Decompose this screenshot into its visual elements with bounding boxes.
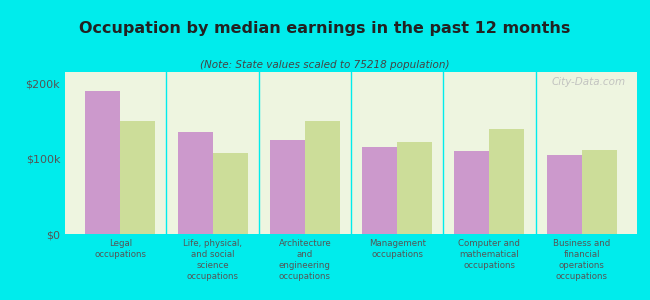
Bar bbox=[489, 128, 525, 234]
Bar bbox=[397, 142, 432, 234]
Text: (Note: State values scaled to 75218 population): (Note: State values scaled to 75218 popu… bbox=[200, 60, 450, 70]
Text: City-Data.com: City-Data.com bbox=[551, 77, 625, 87]
Bar bbox=[454, 151, 489, 234]
Bar bbox=[270, 140, 305, 234]
Bar bbox=[305, 121, 340, 234]
Bar bbox=[213, 153, 248, 234]
Bar bbox=[177, 132, 213, 234]
Bar bbox=[85, 91, 120, 234]
Bar bbox=[547, 155, 582, 234]
Bar bbox=[120, 121, 155, 234]
Bar bbox=[582, 150, 617, 234]
Bar bbox=[362, 147, 397, 234]
Text: Occupation by median earnings in the past 12 months: Occupation by median earnings in the pas… bbox=[79, 21, 571, 36]
